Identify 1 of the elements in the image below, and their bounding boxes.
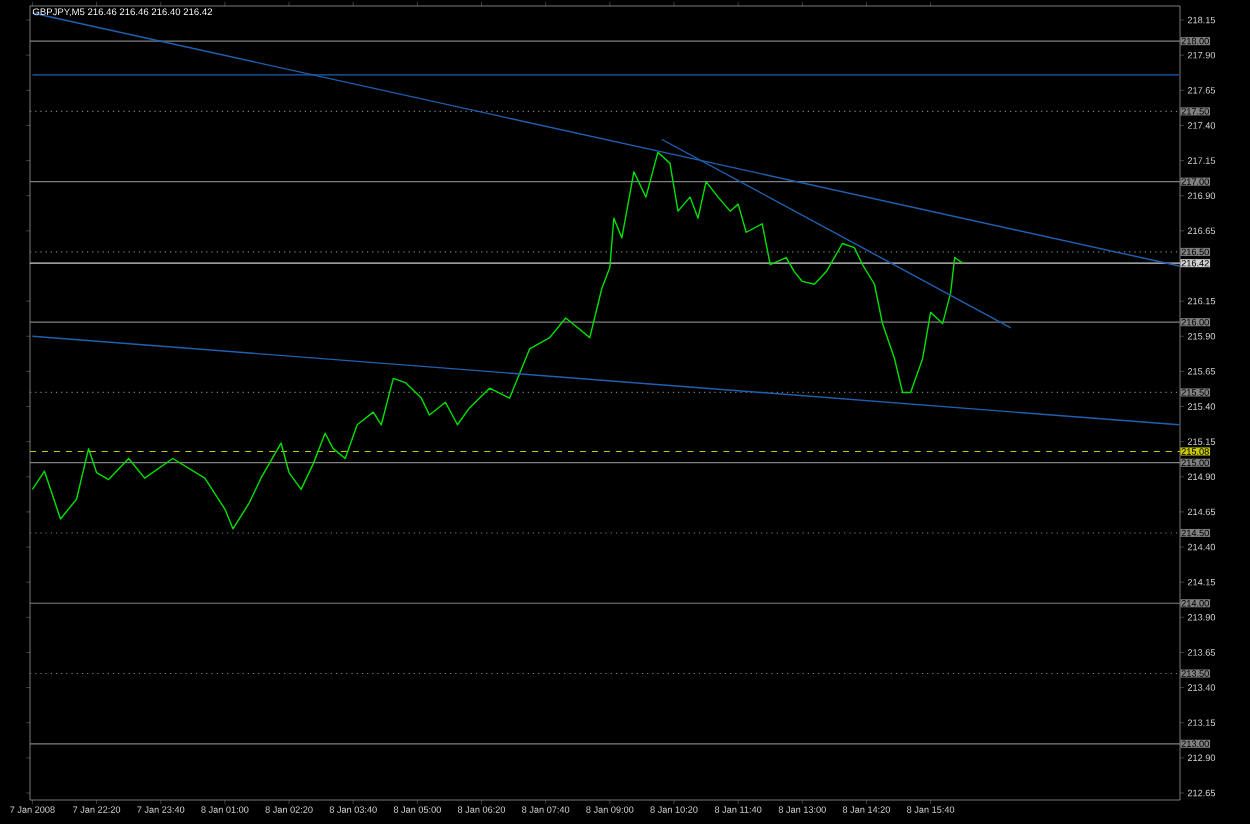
line-series [31,151,964,530]
